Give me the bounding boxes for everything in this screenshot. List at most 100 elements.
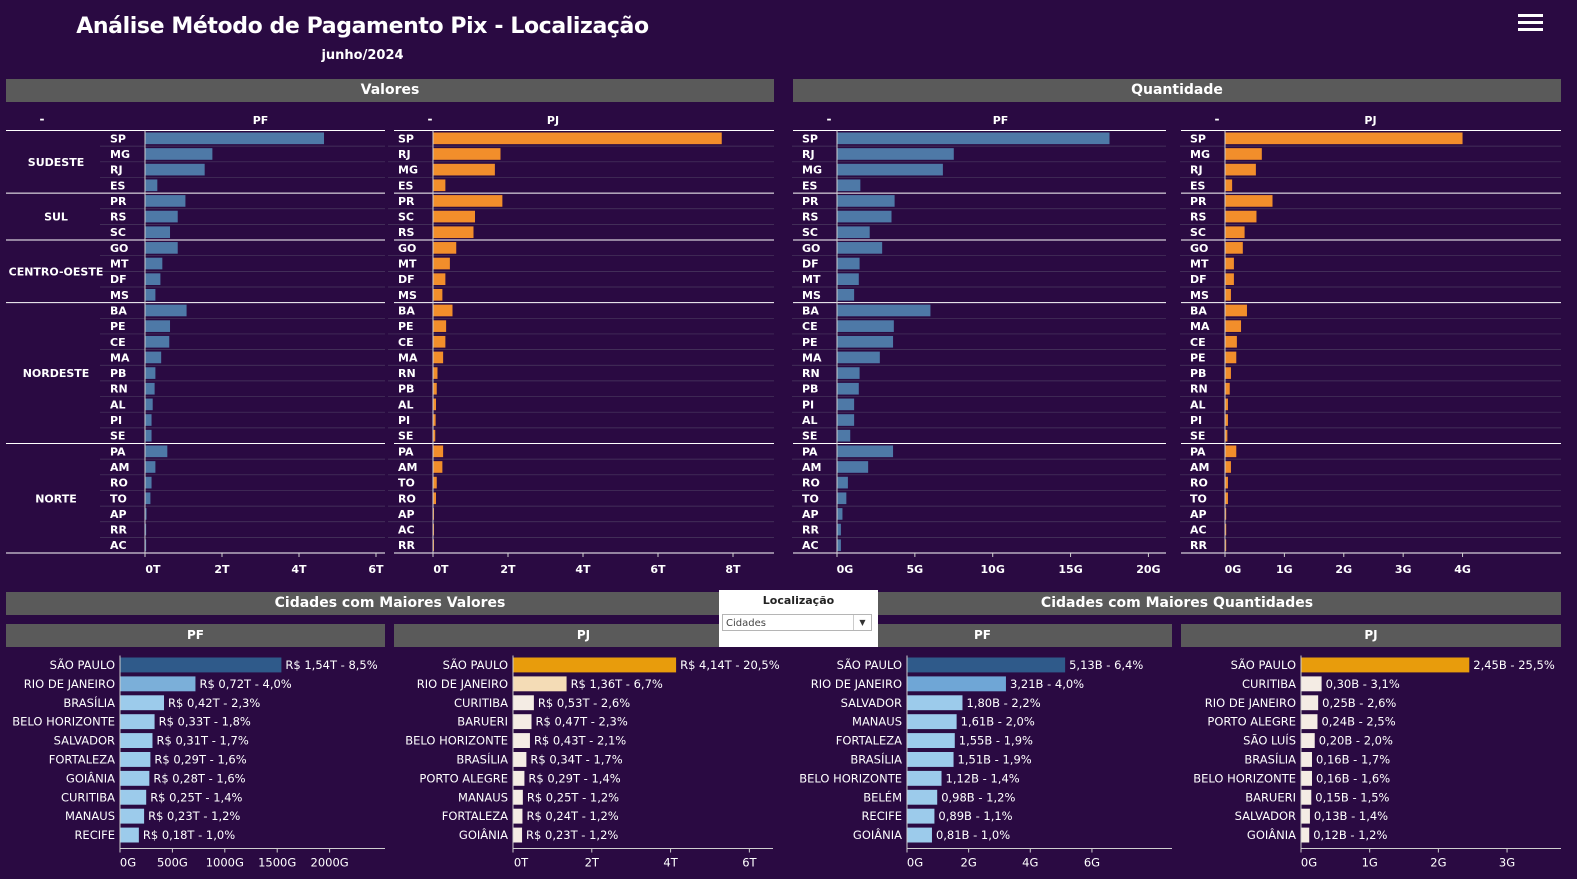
city-value-label: R$ 1,36T - 6,7% [571,677,663,691]
bar-pe [1225,351,1237,364]
state-label: RJ [398,148,411,161]
state-label: RS [1190,211,1206,224]
state-label: SC [802,226,818,239]
city-value-label: 0,13B - 1,4% [1314,809,1388,823]
state-label: AP [398,508,415,521]
bar-sp [837,132,1110,145]
city-label: SALVADOR [1235,809,1296,823]
state-label: AP [1190,508,1207,521]
city-bar [907,808,935,824]
state-label: MT [802,273,821,286]
bar-ac [145,539,147,552]
city-value-label: 1,80B - 2,2% [966,696,1040,710]
city-bar [1301,770,1312,786]
bar-pi [1225,414,1228,426]
city-label: CURITIBA [1242,677,1296,691]
city-bar [513,827,523,843]
bar-mg [145,148,213,160]
state-label: PA [1190,445,1206,458]
bar-go [837,242,883,254]
city-label: FORTALEZA [836,734,902,748]
city-label: BELO HORIZONTE [405,734,508,748]
state-label: RR [398,539,415,552]
bar-ma [433,351,444,364]
state-label: RN [1190,383,1208,396]
bar-mt [433,257,450,270]
localizacao-select[interactable]: Cidades ▼ [722,614,872,631]
bar-df [837,257,860,270]
x-tick-label: 10G [981,563,1005,576]
x-tick-label: 0G [907,856,923,870]
state-label: PA [110,445,126,458]
state-label: BA [398,304,415,317]
state-label: AL [802,414,818,427]
hamburger-menu-icon[interactable] [1518,14,1543,38]
city-bar [120,827,139,843]
state-label: RO [802,477,820,490]
subheader-cidades-quantidades-pj: PJ [1181,624,1561,647]
state-label: MG [398,164,418,177]
state-label: RO [110,477,128,490]
city-value-label: R$ 0,53T - 2,6% [538,696,630,710]
state-label: SC [398,211,414,224]
state-label: RN [398,367,416,380]
bar-ac [1225,523,1227,536]
section-cidades-valores: Cidades com Maiores Valores [6,592,774,615]
city-value-label: R$ 0,28T - 1,6% [153,771,245,785]
city-label: BELÉM [863,789,902,804]
city-bar [120,789,147,805]
state-label: RO [1190,477,1208,490]
city-bar [513,770,525,786]
bar-ro [433,492,436,505]
state-label: AC [110,539,127,552]
bar-pa [837,445,894,458]
bar-al [1225,398,1228,411]
state-label: CE [802,320,818,333]
state-label: PI [802,398,814,411]
region-label: NORTE [35,492,77,505]
city-value-label: R$ 0,47T - 2,3% [536,715,628,729]
bar-pa [433,445,444,458]
state-label: AC [802,539,819,552]
city-label: CURITIBA [454,696,508,710]
state-label: PE [802,336,818,349]
city-label: BARUERI [457,715,508,729]
bar-ma [1225,320,1242,332]
city-label: RIO DE JANEIRO [417,677,508,691]
state-label: GO [1190,242,1208,255]
chevron-down-icon[interactable]: ▼ [853,615,871,630]
bar-rr [837,523,841,536]
city-value-label: 0,81B - 1,0% [936,828,1010,842]
dashboard-title: Análise Método de Pagamento Pix - Locali… [76,14,649,39]
city-label: PORTO ALEGRE [1207,715,1296,729]
city-bar [907,789,938,805]
bar-ap [145,508,147,520]
state-label: SE [110,430,125,443]
bar-pe [145,320,171,332]
state-label: RS [398,226,414,239]
bar-sc [837,226,870,239]
state-label: RR [110,524,127,537]
city-value-label: 1,55B - 1,9% [959,734,1033,748]
state-label: PB [1190,367,1206,380]
bar-go [145,242,178,254]
x-tick-label: 2T [500,563,516,576]
state-label: PA [398,445,414,458]
city-label: GOIÂNIA [66,770,115,785]
bar-rs [433,226,474,239]
dashboard-subtitle: junho/2024 [321,48,404,63]
bar-ba [145,304,187,317]
city-bar [907,676,1006,692]
state-label: MS [802,289,821,302]
x-tick-label: 0T [433,563,449,576]
x-tick-label: 4T [663,856,678,870]
x-tick-label: 2T [214,563,230,576]
bar-rr [145,523,147,536]
city-bar [120,752,151,767]
bar-pb [837,382,859,395]
city-label: MANAUS [458,790,508,804]
city-bar [513,808,523,824]
state-label: MG [1190,148,1210,161]
city-label: SÃO PAULO [443,657,508,672]
x-tick-label: 4T [291,563,307,576]
